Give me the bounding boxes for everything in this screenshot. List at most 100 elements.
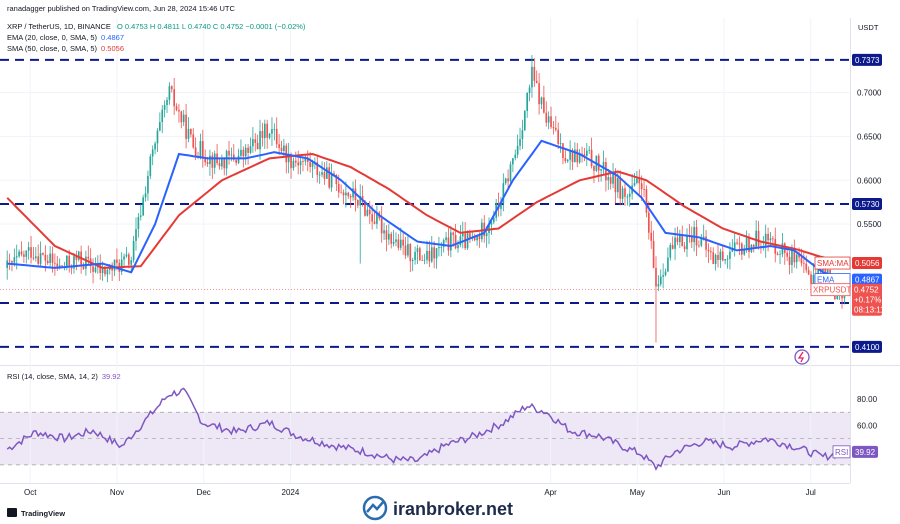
candle-body bbox=[535, 80, 538, 84]
candle-body bbox=[149, 156, 152, 176]
candle-body bbox=[721, 251, 724, 261]
candle-body bbox=[628, 193, 631, 197]
candle-body bbox=[566, 159, 569, 162]
candle-body bbox=[213, 153, 216, 168]
sma-legend: SMA (50, close, 0, SMA, 5) 0.5056 bbox=[7, 44, 124, 53]
candle-body bbox=[27, 247, 30, 251]
candle-body bbox=[51, 253, 54, 263]
candle-body bbox=[571, 149, 574, 163]
candle-body bbox=[156, 130, 159, 144]
candle-body bbox=[793, 250, 796, 263]
candle-body bbox=[557, 129, 560, 144]
candle-body bbox=[633, 183, 636, 186]
tradingview-logo[interactable]: TradingView bbox=[7, 508, 65, 518]
replay-icon[interactable] bbox=[794, 349, 810, 365]
candle-body bbox=[717, 254, 719, 260]
candle-body bbox=[461, 233, 464, 237]
candle-body bbox=[588, 149, 591, 151]
candle-body bbox=[385, 230, 388, 240]
candle-body bbox=[531, 66, 533, 88]
candle-body bbox=[478, 235, 481, 240]
candle-body bbox=[779, 254, 781, 256]
candle-body bbox=[733, 242, 736, 249]
candle-body bbox=[445, 237, 447, 241]
candle-body bbox=[194, 147, 197, 157]
candle-body bbox=[640, 183, 643, 190]
candle-body bbox=[352, 188, 354, 198]
candle-body bbox=[135, 229, 137, 241]
candle-body bbox=[538, 83, 540, 105]
candle-body bbox=[283, 145, 285, 152]
candle-body bbox=[201, 141, 204, 159]
candle-body bbox=[73, 256, 75, 269]
candle-body bbox=[18, 251, 20, 257]
candle-body bbox=[559, 143, 562, 144]
candle-body bbox=[221, 157, 223, 167]
candle-body bbox=[242, 149, 245, 157]
tradingview-text: TradingView bbox=[21, 509, 65, 518]
candle-body bbox=[101, 267, 104, 274]
candle-body bbox=[249, 146, 252, 153]
candle-body bbox=[438, 247, 440, 249]
candle-body bbox=[151, 149, 154, 157]
candle-body bbox=[366, 209, 369, 216]
candle-body bbox=[13, 257, 16, 263]
candle-body bbox=[302, 161, 304, 162]
candle-body bbox=[724, 259, 726, 261]
candle-body bbox=[726, 258, 729, 260]
candle-body bbox=[85, 256, 87, 269]
candle-body bbox=[593, 166, 595, 171]
candle-body bbox=[562, 143, 564, 159]
candle-body bbox=[342, 192, 345, 196]
ema-badge-value: 0.4867 bbox=[855, 276, 880, 285]
candle-body bbox=[49, 253, 51, 264]
candle-body bbox=[748, 237, 750, 253]
candle-body bbox=[266, 123, 269, 138]
candle-body bbox=[609, 177, 612, 184]
candle-body bbox=[729, 251, 731, 259]
candle-body bbox=[512, 158, 514, 165]
candle-body bbox=[359, 196, 362, 206]
candle-body bbox=[657, 284, 660, 287]
candle-body bbox=[440, 247, 443, 248]
candle-body bbox=[170, 86, 173, 90]
time-tick-label: Dec bbox=[197, 488, 211, 497]
candle-body bbox=[297, 162, 300, 166]
candle-body bbox=[154, 143, 156, 150]
candle-body bbox=[602, 161, 605, 169]
candle-body bbox=[616, 178, 619, 193]
rsi-legend: RSI (14, close, SMA, 14, 2) 39.92 bbox=[7, 372, 121, 381]
candle-body bbox=[209, 155, 211, 165]
candle-body bbox=[407, 244, 409, 256]
candle-body bbox=[447, 237, 450, 251]
candle-body bbox=[325, 167, 328, 179]
candle-body bbox=[137, 216, 140, 230]
watermark-arrow-icon bbox=[366, 500, 385, 513]
time-tick-label: Nov bbox=[110, 488, 124, 497]
rsi-tick-label: 60.00 bbox=[857, 421, 878, 430]
candle-body bbox=[702, 236, 705, 239]
candle-body bbox=[395, 239, 397, 242]
candle-body bbox=[113, 259, 116, 271]
candle-body bbox=[206, 162, 209, 165]
change-value: +0.17% bbox=[854, 296, 881, 305]
candle-body bbox=[667, 257, 669, 272]
price-badges: SMA:MA 0.5056 EMA 0.4867 XRPUSDT 0.4752+0.17%… bbox=[810, 256, 885, 459]
candle-body bbox=[94, 267, 97, 272]
candle-body bbox=[271, 129, 273, 134]
time-tick-label: Oct bbox=[24, 488, 37, 497]
candle-body bbox=[621, 188, 624, 199]
ema-20-line bbox=[7, 139, 848, 281]
candle-body bbox=[810, 274, 812, 284]
candle-body bbox=[490, 222, 493, 225]
candle-body bbox=[547, 116, 550, 123]
candle-body bbox=[333, 173, 335, 175]
candle-body bbox=[738, 243, 741, 245]
candle-body bbox=[61, 265, 63, 267]
candle-body bbox=[261, 131, 264, 139]
candle-body bbox=[533, 66, 536, 81]
candle-body bbox=[163, 105, 166, 110]
price-axis: 0.7000 0.6500 0.6000 0.5500 bbox=[857, 89, 882, 230]
candle-body bbox=[516, 145, 519, 155]
candle-body bbox=[645, 189, 648, 213]
